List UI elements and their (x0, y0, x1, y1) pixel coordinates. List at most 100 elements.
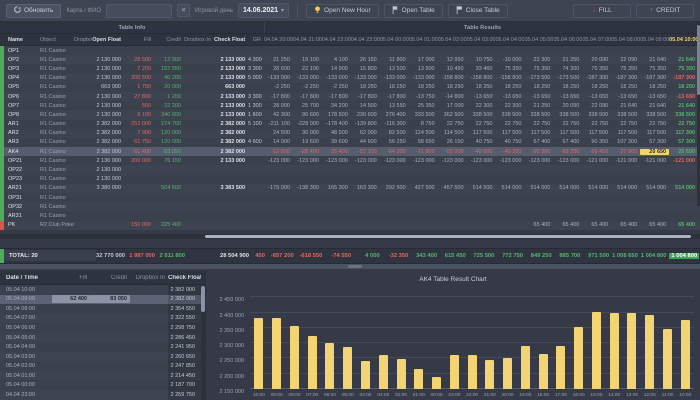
column-header[interactable]: Check Float (214, 36, 246, 43)
splitter-grip-icon[interactable] (348, 265, 362, 268)
table-row[interactable]: OP31 R1 Casino (0, 193, 700, 203)
credit-button-label: CREDIT (656, 7, 681, 14)
detail-row[interactable]: 05.04 02:00 2 247 850 (0, 361, 205, 371)
detail-row[interactable]: 05.04 10:00 2 382 000 (0, 285, 205, 295)
date-picker[interactable]: 14.06.2021 ▾ (237, 3, 290, 18)
time-column-header[interactable]: 05.04 07:00 (582, 36, 612, 43)
refresh-button[interactable]: Обновить (6, 3, 62, 18)
cell-time: 163 300 (356, 185, 377, 192)
time-column-header[interactable]: 05.04 08:00 (611, 36, 641, 43)
table-row[interactable]: OP6 R1 Casino 2 130 000 27 800 1 200 2 133 00… (0, 91, 700, 102)
time-column-header[interactable]: 05.04 05:00 (524, 36, 554, 43)
column-header[interactable]: Object (40, 36, 56, 43)
time-column-header[interactable]: 04.04 20:00 (264, 36, 293, 43)
cell-time: -123 000 (355, 157, 377, 164)
column-header[interactable]: Dropbox In (184, 36, 211, 43)
cell-time: -121 000 (615, 157, 638, 164)
table-row[interactable]: OP8 R1 Casino 2 130 000 9 100 340 600 2 133 0… (0, 110, 700, 120)
table-row[interactable]: OP21 R1 Casino 2 130 000 200 000 76 150 2 133… (0, 156, 700, 166)
table-row[interactable]: OP2 R1 Casino 2 130 000 28 500 12 900 2 133 0… (0, 55, 700, 65)
table-row[interactable]: OP23 R1 Casino 2 130 000 (0, 174, 700, 184)
bar-slot (516, 288, 534, 389)
detail-row[interactable]: 05.04 01:00 2 214 450 (0, 370, 205, 381)
detail-row[interactable]: 05.04 00:00 2 187 700 (0, 380, 205, 391)
table-row[interactable]: AR3 R1 Casino 2 382 000 61 750 120 000 2 382 … (0, 137, 700, 148)
horizontal-scrollbar[interactable] (0, 233, 700, 239)
column-header[interactable]: Name (8, 36, 23, 43)
cell-fill: 61 400 (134, 148, 151, 155)
column-header[interactable]: Open Float (92, 36, 121, 43)
cell-time: -139 800 (355, 121, 377, 128)
detail-row[interactable]: 05.04 07:00 2 322 550 (0, 313, 205, 324)
table-row[interactable]: AR1 R1 Casino 2 382 000 252 000 274 700 2 382… (0, 119, 700, 129)
cell-time: -123 000 (383, 157, 406, 164)
scrollbar-thumb[interactable] (201, 286, 205, 312)
table-row[interactable]: OP3 R1 Casino 2 130 000 7 200 152 550 2 133 0… (0, 64, 700, 74)
search-input[interactable] (106, 3, 173, 18)
panel-splitter[interactable] (0, 264, 700, 269)
time-column-header[interactable]: 05.04 06:00 (553, 36, 583, 43)
time-column-header[interactable]: 05.04 00:00 (379, 36, 409, 43)
vertical-scrollbar[interactable] (697, 23, 700, 206)
time-column-header[interactable]: 04.04 23:00 (350, 36, 380, 43)
time-column-header[interactable]: 05.04 03:00 (466, 36, 496, 43)
time-column-header[interactable]: 05.04 04:00 (495, 36, 525, 43)
column-header[interactable]: GR (252, 36, 261, 43)
table-row[interactable]: PK R2 Club Poker 150 000 225 400 65 400 65 40… (0, 220, 700, 230)
fill-button[interactable]: ↓ FILL (573, 3, 631, 18)
cell-time: -123 000 (297, 157, 319, 164)
time-column-header[interactable]: 05.04 02:00 (437, 36, 467, 43)
detail-column-header[interactable]: Credit (110, 274, 127, 281)
cell-name: OP22 (8, 167, 23, 174)
bar-slot (250, 288, 268, 389)
table-row[interactable]: AK4 R1 Casino 2 382 000 61 400 83 050 2 382 0… (0, 147, 700, 157)
cell-time: 40 750 (475, 139, 493, 146)
column-header[interactable]: Fill (143, 36, 151, 43)
open-table-button[interactable]: Open Table (383, 3, 443, 18)
time-column-header[interactable]: 05.04 10:00 (669, 36, 699, 43)
column-header[interactable]: Credit (166, 36, 181, 43)
detail-row[interactable]: 05.04 08:00 2 354 550 (0, 304, 205, 314)
table-row[interactable]: AR31 R1 Casino (0, 211, 700, 221)
open-new-hour-button[interactable]: Open New Hour (306, 3, 379, 18)
scrollbar-thumb[interactable] (697, 25, 700, 95)
column-header[interactable]: Dropbox (74, 36, 92, 43)
time-column-header[interactable]: 05.04 01:00 (408, 36, 438, 43)
detail-row[interactable]: 05.04 03:00 2 260 650 (0, 351, 205, 362)
cell-time: -211 100 (268, 121, 290, 128)
table-row[interactable]: OP1 R1 Casino (0, 46, 700, 56)
detail-vertical-scrollbar[interactable] (201, 284, 205, 400)
scrollbar-thumb[interactable] (205, 234, 691, 238)
time-column-header[interactable]: 04.04 22:00 (321, 36, 351, 43)
cell-object: R1 Casino (40, 212, 66, 219)
clear-search-button[interactable]: ✕ (177, 4, 191, 17)
cell-check-float: 2 298 750 (168, 323, 201, 333)
table-row[interactable]: OP32 R1 Casino (0, 202, 700, 212)
table-row[interactable]: OP22 R1 Casino 2 130 000 (0, 165, 700, 175)
detail-row[interactable]: 05.04 06:00 2 298 750 (0, 323, 205, 333)
time-column-header[interactable]: 04.04 21:00 (292, 36, 322, 43)
table-row[interactable]: AR2 R1 Casino 2 382 000 7 900 120 000 2 382 0… (0, 128, 700, 138)
table-row[interactable]: OP5 R1 Casino 663 000 1 750 20 000 663 000 -2 … (0, 82, 700, 92)
cell-check-float: 2 382 000 (168, 285, 201, 295)
cell-fill: 9 100 (137, 111, 151, 118)
detail-row[interactable]: 04.04 23:00 2 259 750 (0, 390, 205, 400)
chart-bar (272, 318, 282, 389)
credit-button[interactable]: ↑ CREDIT (636, 3, 694, 18)
time-column-header[interactable]: 05.04 09:00 (640, 36, 670, 43)
detail-column-header[interactable]: Dropbox In (135, 274, 165, 281)
cell-current-hour: 22 750 (678, 121, 696, 128)
table-row[interactable]: OP4 R1 Casino 2 130 000 200 500 40 200 2 133 … (0, 73, 700, 83)
detail-row[interactable]: 05.04 05:00 2 286 450 (0, 332, 205, 343)
cell-time: 124 500 (414, 130, 435, 137)
table-row[interactable]: AR21 R1 Casino 3 380 000 504 600 3 383 500 -1… (0, 183, 700, 193)
detail-column-header[interactable]: Fill (79, 274, 87, 281)
cell-credit: 225 400 (161, 222, 181, 229)
close-table-button[interactable]: Close Table (447, 3, 508, 18)
detail-column-header[interactable]: Date / Time (6, 274, 38, 281)
table-row[interactable]: OP7 R1 Casino 2 130 000 550 22 200 2 133 000 1… (0, 101, 700, 111)
detail-row[interactable]: 05.04 09:00 62 400 83 050 2 382 000 (0, 294, 205, 305)
bar-slot (286, 288, 304, 389)
detail-row[interactable]: 05.04 04:00 2 241 950 (0, 342, 205, 352)
detail-column-header[interactable]: Check Float (168, 274, 201, 281)
